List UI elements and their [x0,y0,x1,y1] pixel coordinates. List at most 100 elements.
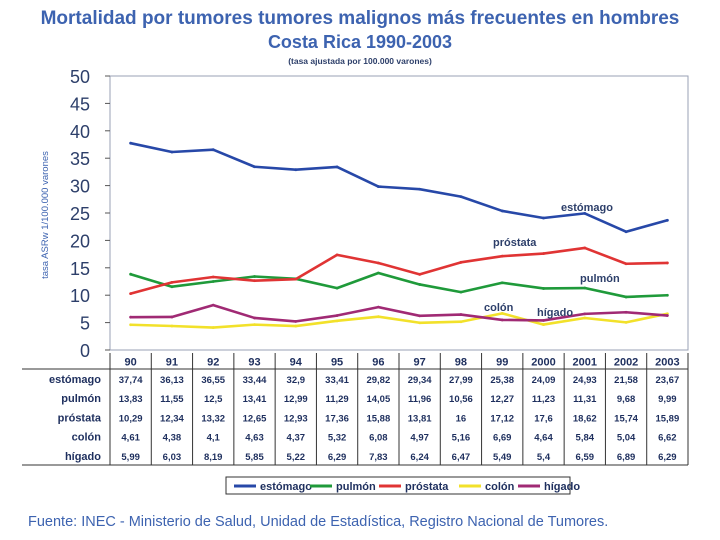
data-point-próstata [129,292,133,296]
table-cell: 36,13 [160,375,184,386]
table-cell: 5,49 [493,452,512,463]
series-line-próstata [129,246,669,295]
data-point-hígado [335,314,339,317]
table-cell: 8,19 [204,452,223,463]
legend-label-próstata: próstata [405,481,449,493]
data-point-hígado [624,310,628,314]
table-cell: 27,99 [449,375,473,386]
table-cell: 13,41 [243,394,267,405]
table-cell: 4,97 [410,433,429,444]
data-point-pulmón [459,290,463,294]
annotation-próstata: próstata [493,237,537,249]
data-point-colón [129,323,133,327]
table-cell: 24,93 [573,375,597,386]
table-cell: 5,85 [245,452,264,463]
table-header-cell: 99 [496,357,508,369]
table-cell: 12,5 [204,394,223,405]
table-cell: 11,29 [325,394,348,405]
data-point-estómago [583,211,587,215]
data-point-próstata [500,254,504,258]
data-point-hígado [500,318,504,322]
table-header-cell: 95 [331,357,343,369]
chart-title: Mortalidad por tumores tumores malignos … [40,8,680,29]
chart-subtitle: Costa Rica 1990-2003 [267,32,453,52]
table-cell: 25,38 [490,375,514,386]
chart-subsubtitle: (tasa ajustada por 100.000 varones) [288,56,432,66]
table-cell: 4,38 [163,433,182,444]
data-point-pulmón [170,285,174,289]
table-cell: 24,09 [532,375,556,386]
table-cell: 6,69 [493,433,512,444]
data-point-colón [624,320,628,324]
y-tick-label: 40 [70,122,90,142]
table-cell: 6,29 [658,452,677,463]
data-point-estómago [624,230,628,234]
data-point-colón [542,323,545,326]
table-cell: 29,82 [366,375,390,386]
table-cell: 32,9 [287,375,306,386]
y-tick-label: 30 [70,177,90,197]
data-point-colón [500,311,504,315]
data-point-pulmón [211,280,215,283]
data-point-hígado [376,305,380,309]
table-cell: 33,41 [325,375,349,386]
table-cell: 6,47 [452,452,471,463]
data-point-colón [170,324,174,328]
table-cell: 5,22 [287,452,306,463]
source-note: Fuente: INEC - Ministerio de Salud, Unid… [28,514,609,530]
table-cell: 5,99 [121,452,140,463]
data-point-hígado [294,319,298,323]
data-point-colón [294,324,298,328]
table-cell: 12,65 [243,413,267,424]
data-point-próstata [624,262,628,266]
table-header-cell: 98 [455,357,467,369]
annotation-colón: colón [484,302,514,314]
data-point-próstata [376,261,380,265]
table-cell: 7,83 [369,452,388,463]
table-cell: 6,29 [328,452,347,463]
table-cell: 5,32 [328,433,347,444]
data-point-próstata [583,246,587,250]
data-point-hígado [542,319,545,322]
table-cell: 12,34 [160,413,184,424]
table-cell: 14,05 [366,394,390,405]
data-point-estómago [418,187,422,191]
table-row-label: colón [72,432,102,444]
table-row-label: hígado [65,451,101,463]
data-point-hígado [211,303,215,307]
data-point-estómago [211,148,215,152]
table-cell: 5,4 [537,452,551,463]
table-cell: 17,36 [325,413,349,424]
table-cell: 4,64 [534,433,553,444]
data-point-próstata [542,252,545,255]
data-point-pulmón [418,283,422,286]
data-point-pulmón [253,275,256,278]
data-point-próstata [665,261,669,265]
table-cell: 33,44 [243,375,267,386]
table-row-label: pulmón [61,393,101,405]
data-point-próstata [294,277,298,281]
data-point-estómago [500,209,504,213]
data-point-pulmón [583,286,587,290]
y-tick-label: 5 [80,314,90,334]
table-cell: 11,96 [408,394,431,405]
table-cell: 6,08 [369,433,388,444]
data-point-estómago [376,185,380,188]
data-point-próstata [211,275,215,279]
table-cell: 4,1 [207,433,221,444]
data-point-colón [583,316,587,320]
table-header-cell: 94 [290,357,303,369]
table-cell: 13,32 [201,413,225,424]
series-line-estómago [129,141,669,234]
table-cell: 21,58 [614,375,638,386]
table-header-cell: 2001 [573,357,597,369]
table-cell: 11,55 [160,394,184,405]
table-cell: 17,6 [534,413,553,424]
data-point-pulmón [500,281,504,285]
data-point-estómago [294,168,298,172]
table-cell: 11,31 [573,394,597,405]
legend-label-hígado: hígado [544,481,580,493]
legend-label-estómago: estómago [260,481,312,493]
data-point-próstata [170,280,174,284]
